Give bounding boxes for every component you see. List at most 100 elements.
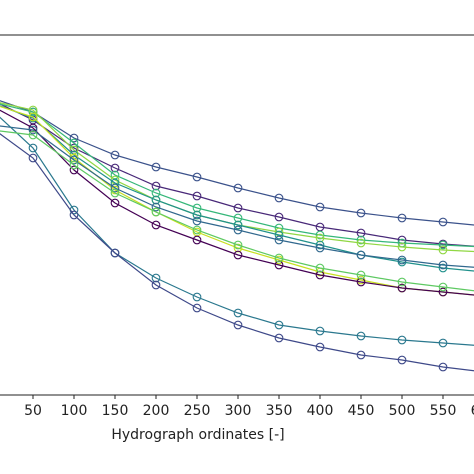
- point-marker: [233, 183, 243, 193]
- series-line: [0, 133, 474, 372]
- point-marker: [192, 303, 202, 313]
- point-marker: [274, 320, 284, 330]
- series-line: [0, 103, 474, 247]
- series-line: [0, 116, 474, 346]
- point-marker: [110, 198, 120, 208]
- series-line: [0, 109, 474, 296]
- point-marker: [233, 225, 243, 235]
- x-tick-label: 600: [471, 403, 474, 419]
- point-marker: [356, 208, 366, 218]
- point-marker: [151, 273, 161, 283]
- point-marker: [397, 242, 407, 252]
- point-marker: [192, 225, 202, 235]
- series-line: [0, 130, 474, 292]
- point-marker: [397, 235, 407, 245]
- point-marker: [69, 165, 79, 175]
- point-marker: [397, 335, 407, 345]
- point-marker: [274, 193, 284, 203]
- point-marker: [69, 138, 79, 148]
- point-marker: [397, 255, 407, 265]
- point-marker: [274, 230, 284, 240]
- point-marker: [315, 230, 325, 240]
- point-marker: [274, 260, 284, 270]
- point-marker: [315, 342, 325, 352]
- x-tick-label: 400: [307, 403, 334, 419]
- x-tick-label: 500: [389, 403, 416, 419]
- point-marker: [151, 280, 161, 290]
- point-marker: [233, 250, 243, 260]
- point-marker: [192, 172, 202, 182]
- point-marker: [356, 250, 366, 260]
- point-marker: [192, 292, 202, 302]
- x-tick-label: 450: [348, 403, 375, 419]
- point-marker: [356, 277, 366, 287]
- point-marker: [192, 216, 202, 226]
- point-marker: [315, 326, 325, 336]
- x-tick-label: 250: [184, 403, 211, 419]
- point-marker: [233, 240, 243, 250]
- point-marker: [438, 282, 448, 292]
- point-marker: [151, 188, 161, 198]
- point-marker: [397, 283, 407, 293]
- point-marker: [110, 163, 120, 173]
- point-marker: [192, 235, 202, 245]
- x-axis-label: Hydrograph ordinates [-]: [111, 427, 284, 443]
- point-marker: [315, 263, 325, 273]
- point-marker: [274, 235, 284, 245]
- point-marker: [69, 160, 79, 170]
- point-marker: [151, 220, 161, 230]
- point-marker: [28, 125, 38, 135]
- point-marker: [69, 210, 79, 220]
- point-marker: [438, 263, 448, 273]
- point-marker: [151, 202, 161, 212]
- point-marker: [110, 248, 120, 258]
- point-marker: [397, 213, 407, 223]
- x-tick-label: 300: [225, 403, 252, 419]
- point-marker: [151, 207, 161, 217]
- point-marker: [233, 320, 243, 330]
- point-marker: [397, 277, 407, 287]
- series-line: [0, 105, 474, 296]
- point-marker: [110, 178, 120, 188]
- x-tick-label: 100: [61, 403, 88, 419]
- point-marker: [315, 240, 325, 250]
- point-marker: [233, 203, 243, 213]
- point-marker: [28, 130, 38, 140]
- point-marker: [274, 212, 284, 222]
- point-marker: [110, 188, 120, 198]
- point-marker: [233, 243, 243, 253]
- point-marker: [438, 338, 448, 348]
- x-tick-label: 50: [24, 403, 42, 419]
- point-marker: [151, 181, 161, 191]
- point-marker: [356, 331, 366, 341]
- point-marker: [315, 233, 325, 243]
- point-marker: [28, 112, 38, 122]
- point-marker: [438, 287, 448, 297]
- point-marker: [438, 217, 448, 227]
- point-marker: [69, 155, 79, 165]
- x-tick-label: 150: [102, 403, 129, 419]
- point-marker: [315, 243, 325, 253]
- point-marker: [69, 133, 79, 143]
- point-marker: [315, 202, 325, 212]
- plot-frame: [0, 34, 474, 396]
- point-marker: [151, 162, 161, 172]
- series-line: [0, 100, 474, 226]
- point-marker: [192, 191, 202, 201]
- point-marker: [233, 220, 243, 230]
- point-marker: [233, 308, 243, 318]
- point-marker: [192, 203, 202, 213]
- point-marker: [438, 245, 448, 255]
- point-marker: [438, 362, 448, 372]
- point-marker: [151, 195, 161, 205]
- point-marker: [315, 270, 325, 280]
- point-marker: [110, 183, 120, 193]
- point-marker: [356, 235, 366, 245]
- point-marker: [356, 270, 366, 280]
- point-marker: [356, 228, 366, 238]
- point-marker: [274, 253, 284, 263]
- x-tick-label: 550: [430, 403, 457, 419]
- point-marker: [356, 238, 366, 248]
